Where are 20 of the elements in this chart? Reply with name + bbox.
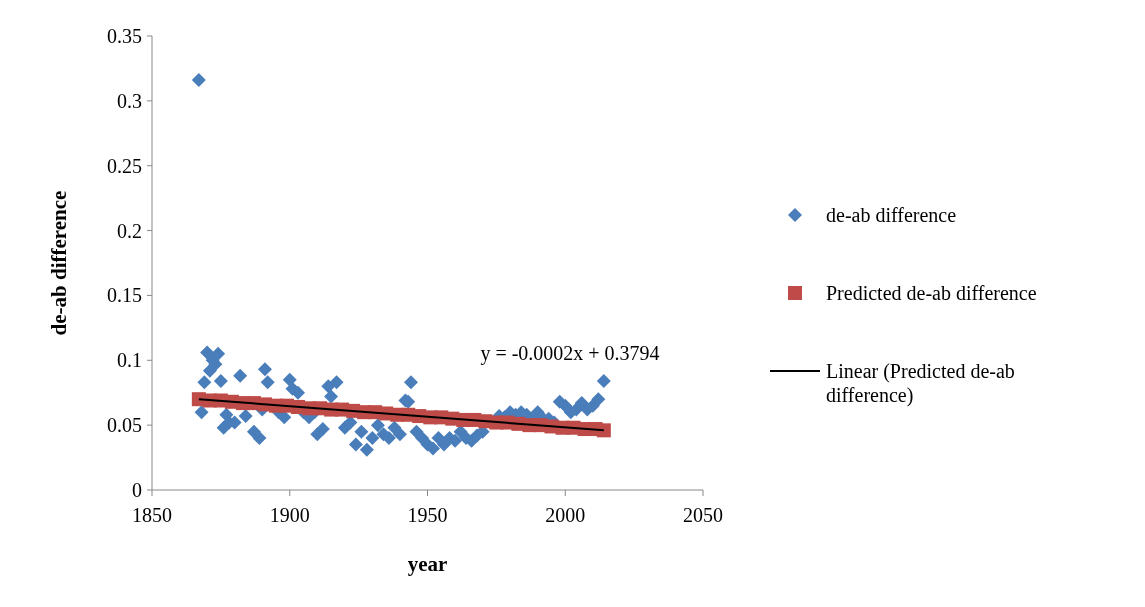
x-tick-label: 2000 xyxy=(545,504,586,526)
x-tick-label: 1850 xyxy=(132,504,172,526)
y-tick-label: 0.1 xyxy=(117,349,142,372)
point xyxy=(596,423,611,438)
y-axis-title: de-ab difference xyxy=(47,190,71,336)
legend-label: Predicted de-ab difference xyxy=(826,282,1037,304)
x-tick-label: 1950 xyxy=(407,504,448,526)
y-tick-label: 0.2 xyxy=(117,219,142,242)
y-tick-label: 0.15 xyxy=(107,284,142,307)
x-axis-title: year xyxy=(407,552,448,576)
x-tick-label: 2050 xyxy=(683,504,723,526)
y-tick-label: 0.05 xyxy=(107,414,142,437)
y-tick-label: 0 xyxy=(132,479,142,501)
legend-label: Linear (Predicted de-ab difference) xyxy=(826,360,1015,407)
legend-label: de-ab difference xyxy=(826,204,957,226)
annotation: y = -0.0002x + 0.3794 xyxy=(480,342,660,365)
y-tick-label: 0.25 xyxy=(107,154,142,177)
y-tick-label: 0.3 xyxy=(117,89,142,112)
x-tick-label: 1900 xyxy=(269,504,310,526)
y-tick-label: 0.35 xyxy=(107,25,142,47)
